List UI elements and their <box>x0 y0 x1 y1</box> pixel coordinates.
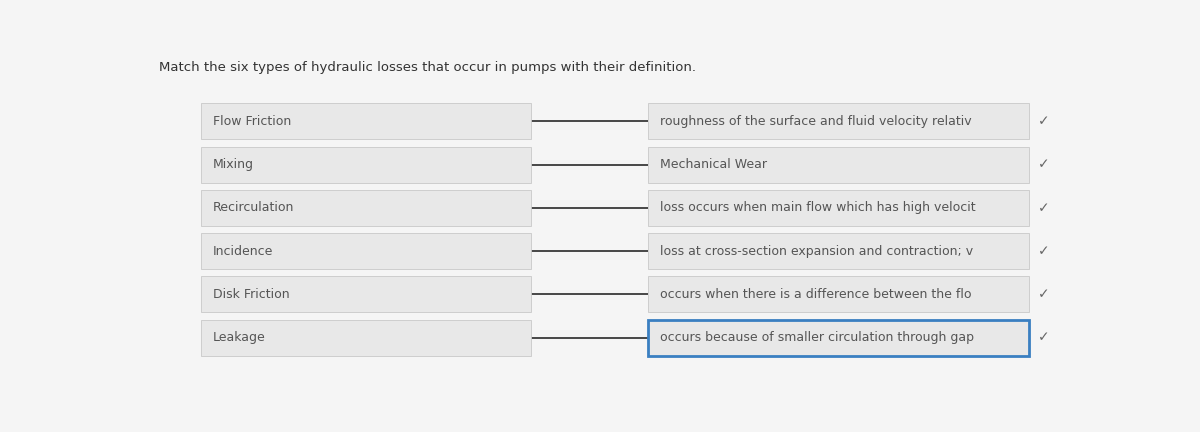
Text: Flow Friction: Flow Friction <box>214 115 292 128</box>
Text: ✓: ✓ <box>1038 201 1050 215</box>
FancyBboxPatch shape <box>202 103 532 140</box>
Text: ✓: ✓ <box>1038 287 1050 302</box>
FancyBboxPatch shape <box>648 190 1028 226</box>
Text: occurs because of smaller circulation through gap: occurs because of smaller circulation th… <box>660 331 973 344</box>
FancyBboxPatch shape <box>648 233 1028 269</box>
Text: Mechanical Wear: Mechanical Wear <box>660 158 767 171</box>
Text: loss occurs when main flow which has high velocit: loss occurs when main flow which has hig… <box>660 201 976 214</box>
FancyBboxPatch shape <box>648 103 1028 140</box>
Text: Leakage: Leakage <box>214 331 266 344</box>
Text: roughness of the surface and fluid velocity relativ: roughness of the surface and fluid veloc… <box>660 115 971 128</box>
FancyBboxPatch shape <box>202 320 532 356</box>
Text: ✓: ✓ <box>1038 330 1050 345</box>
Text: Incidence: Incidence <box>214 245 274 257</box>
Text: ✓: ✓ <box>1038 244 1050 258</box>
FancyBboxPatch shape <box>648 146 1028 183</box>
Text: loss at cross-section expansion and contraction; v: loss at cross-section expansion and cont… <box>660 245 973 257</box>
Text: Disk Friction: Disk Friction <box>214 288 290 301</box>
FancyBboxPatch shape <box>202 146 532 183</box>
Text: Match the six types of hydraulic losses that occur in pumps with their definitio: Match the six types of hydraulic losses … <box>160 61 696 74</box>
Text: Recirculation: Recirculation <box>214 201 295 214</box>
Text: ✓: ✓ <box>1038 158 1050 172</box>
Text: ✓: ✓ <box>1038 114 1050 128</box>
FancyBboxPatch shape <box>648 276 1028 312</box>
FancyBboxPatch shape <box>202 233 532 269</box>
FancyBboxPatch shape <box>202 276 532 312</box>
FancyBboxPatch shape <box>648 320 1028 356</box>
FancyBboxPatch shape <box>202 190 532 226</box>
Text: occurs when there is a difference between the flo: occurs when there is a difference betwee… <box>660 288 971 301</box>
Text: Mixing: Mixing <box>214 158 254 171</box>
